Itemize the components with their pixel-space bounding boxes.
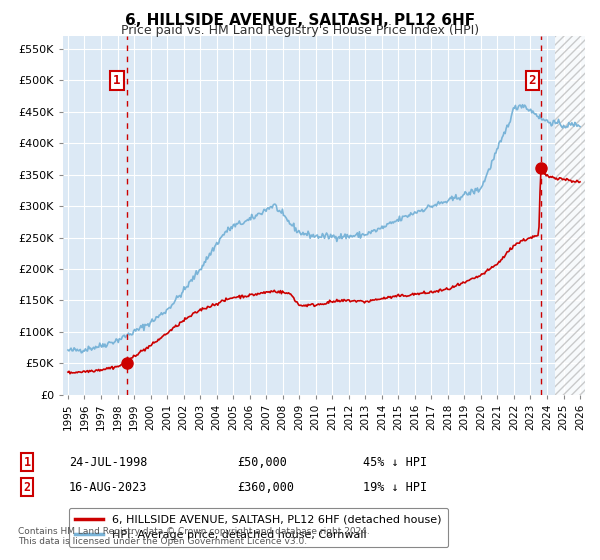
Text: £360,000: £360,000 <box>237 480 294 494</box>
Bar <box>555 36 593 395</box>
Text: 16-AUG-2023: 16-AUG-2023 <box>69 480 148 494</box>
Legend: 6, HILLSIDE AVENUE, SALTASH, PL12 6HF (detached house), HPI: Average price, deta: 6, HILLSIDE AVENUE, SALTASH, PL12 6HF (d… <box>68 508 448 547</box>
Text: 2: 2 <box>23 480 31 494</box>
Text: 1: 1 <box>23 455 31 469</box>
Text: 45% ↓ HPI: 45% ↓ HPI <box>363 455 427 469</box>
Text: Contains HM Land Registry data © Crown copyright and database right 2024.
This d: Contains HM Land Registry data © Crown c… <box>18 526 370 546</box>
Text: 24-JUL-1998: 24-JUL-1998 <box>69 455 148 469</box>
Text: £50,000: £50,000 <box>237 455 287 469</box>
Bar <box>555 36 593 395</box>
Text: 1: 1 <box>113 74 121 87</box>
Text: 6, HILLSIDE AVENUE, SALTASH, PL12 6HF: 6, HILLSIDE AVENUE, SALTASH, PL12 6HF <box>125 13 475 28</box>
Text: Price paid vs. HM Land Registry's House Price Index (HPI): Price paid vs. HM Land Registry's House … <box>121 24 479 37</box>
Text: 2: 2 <box>529 74 536 87</box>
Text: 19% ↓ HPI: 19% ↓ HPI <box>363 480 427 494</box>
